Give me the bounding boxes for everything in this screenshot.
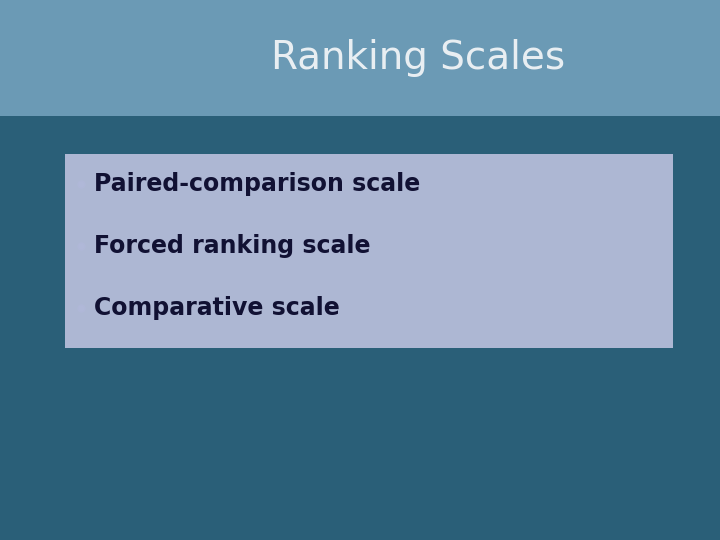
- Text: Forced ranking scale: Forced ranking scale: [94, 234, 370, 258]
- Text: Comparative scale: Comparative scale: [94, 296, 339, 320]
- FancyBboxPatch shape: [65, 154, 673, 348]
- Text: Paired-comparison scale: Paired-comparison scale: [94, 172, 420, 195]
- Text: Ranking Scales: Ranking Scales: [271, 39, 564, 77]
- FancyBboxPatch shape: [0, 0, 720, 116]
